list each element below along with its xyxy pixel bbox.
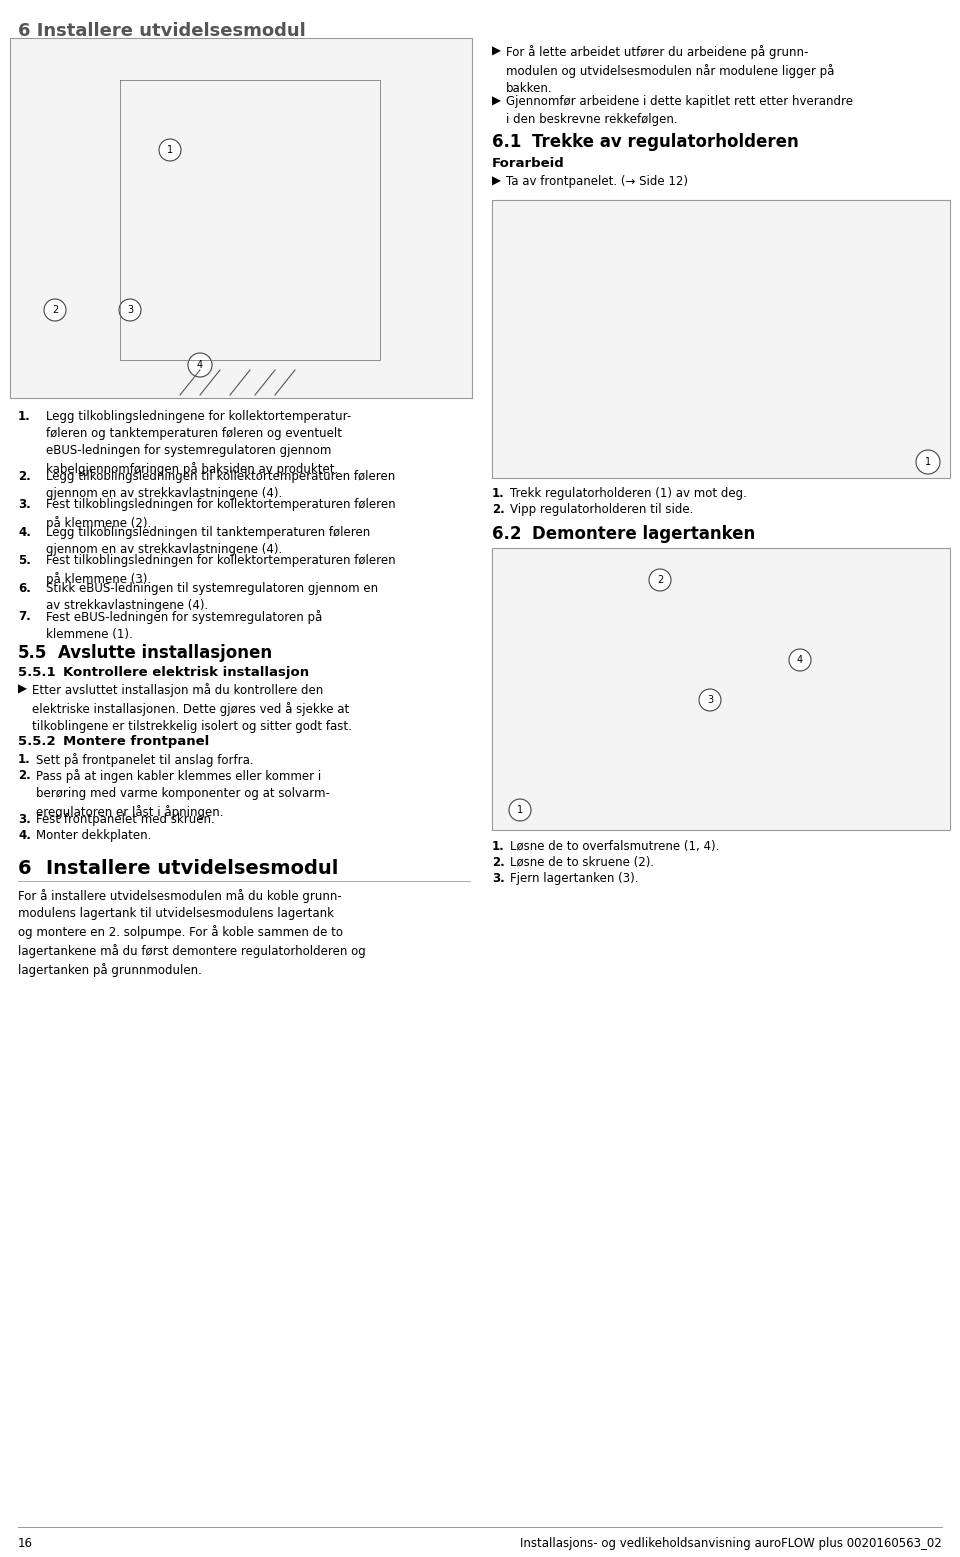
Text: 3: 3 — [127, 305, 133, 315]
Text: 1.: 1. — [492, 839, 505, 853]
Text: Demontere lagertanken: Demontere lagertanken — [532, 525, 756, 543]
Text: 2: 2 — [657, 575, 663, 585]
Text: Ta av frontpanelet. (→ Side 12): Ta av frontpanelet. (→ Side 12) — [506, 174, 688, 188]
Text: Monter dekkplaten.: Monter dekkplaten. — [36, 828, 152, 842]
Text: Installasjons- og vedlikeholdsanvisning auroFLOW plus 0020160563_02: Installasjons- og vedlikeholdsanvisning … — [520, 1537, 942, 1551]
Circle shape — [188, 353, 212, 377]
Text: Etter avsluttet installasjon må du kontrollere den
elektriske installasjonen. De: Etter avsluttet installasjon må du kontr… — [32, 684, 352, 733]
Circle shape — [509, 799, 531, 821]
Text: 6.1: 6.1 — [492, 132, 521, 151]
Text: 1: 1 — [924, 458, 931, 467]
Text: 4.: 4. — [18, 526, 31, 539]
Text: 1.: 1. — [18, 409, 31, 424]
Text: 4.: 4. — [18, 828, 31, 842]
Text: Løsne de to skruene (2).: Løsne de to skruene (2). — [510, 856, 654, 869]
Text: 3.: 3. — [18, 813, 31, 827]
Text: 1: 1 — [516, 805, 523, 814]
Text: For å lette arbeidet utfører du arbeidene på grunn-
modulen og utvidelsesmodulen: For å lette arbeidet utfører du arbeiden… — [506, 45, 834, 95]
Text: ▶: ▶ — [18, 684, 27, 696]
Text: Forarbeid: Forarbeid — [492, 157, 564, 170]
Circle shape — [699, 690, 721, 712]
Text: Legg tilkoblingsledningene for kollektortemperatur-
føleren og tanktemperaturen : Legg tilkoblingsledningene for kollektor… — [46, 409, 351, 476]
Text: 3: 3 — [707, 694, 713, 705]
Text: 1.: 1. — [18, 754, 31, 766]
Text: 5.5.2: 5.5.2 — [18, 735, 56, 747]
Text: Gjennomfør arbeidene i dette kapitlet rett etter hverandre
i den beskrevne rekke: Gjennomfør arbeidene i dette kapitlet re… — [506, 95, 853, 126]
Text: Fest frontpanelet med skruen.: Fest frontpanelet med skruen. — [36, 813, 215, 827]
Text: Fjern lagertanken (3).: Fjern lagertanken (3). — [510, 872, 638, 884]
Text: 5.5: 5.5 — [18, 645, 47, 662]
Bar — [10, 37, 472, 399]
Text: Pass på at ingen kabler klemmes eller kommer i
berøring med varme komponenter og: Pass på at ingen kabler klemmes eller ko… — [36, 769, 330, 819]
Text: 4: 4 — [797, 655, 804, 665]
Text: Løsne de to overfalsmutrene (1, 4).: Løsne de to overfalsmutrene (1, 4). — [510, 839, 719, 853]
Text: Fest tilkoblingsledningen for kollektortemperaturen føleren
på klemmene (3).: Fest tilkoblingsledningen for kollektort… — [46, 554, 396, 585]
Text: 5.5.1: 5.5.1 — [18, 666, 56, 679]
Text: Vipp regulatorholderen til side.: Vipp regulatorholderen til side. — [510, 503, 693, 515]
Circle shape — [916, 450, 940, 473]
Text: Legg tilkoblingsledningen til tanktemperaturen føleren
gjennom en av strekkavlas: Legg tilkoblingsledningen til tanktemper… — [46, 526, 371, 556]
Text: 4: 4 — [197, 360, 204, 371]
Text: Stikk eBUS-ledningen til systemregulatoren gjennom en
av strekkavlastningene (4): Stikk eBUS-ledningen til systemregulator… — [46, 582, 378, 612]
Text: Kontrollere elektrisk installasjon: Kontrollere elektrisk installasjon — [63, 666, 309, 679]
Bar — [492, 548, 950, 830]
Text: 6.2: 6.2 — [492, 525, 521, 543]
Text: 7.: 7. — [18, 610, 31, 623]
Text: ▶: ▶ — [492, 174, 501, 188]
Text: Trekk regulatorholderen (1) av mot deg.: Trekk regulatorholderen (1) av mot deg. — [510, 487, 747, 500]
Circle shape — [789, 649, 811, 671]
Text: 2: 2 — [52, 305, 59, 315]
Text: Montere frontpanel: Montere frontpanel — [63, 735, 209, 747]
Text: 2.: 2. — [492, 856, 505, 869]
Bar — [492, 199, 950, 478]
Text: Legg tilkoblingsledningen til kollektortemperaturen føleren
gjennom en av strekk: Legg tilkoblingsledningen til kollektort… — [46, 470, 396, 500]
Circle shape — [649, 568, 671, 592]
Text: 6.: 6. — [18, 582, 31, 595]
Text: ▶: ▶ — [492, 45, 501, 58]
Text: Fest eBUS-ledningen for systemregulatoren på
klemmene (1).: Fest eBUS-ledningen for systemregulatore… — [46, 610, 323, 641]
Text: Installere utvidelsesmodul: Installere utvidelsesmodul — [46, 859, 338, 878]
Circle shape — [159, 139, 181, 160]
Text: For å installere utvidelsesmodulen må du koble grunn-
modulens lagertank til utv: For å installere utvidelsesmodulen må du… — [18, 889, 366, 978]
Text: 16: 16 — [18, 1537, 33, 1551]
Text: Fest tilkoblingsledningen for kollektortemperaturen føleren
på klemmene (2).: Fest tilkoblingsledningen for kollektort… — [46, 498, 396, 529]
Text: 1.: 1. — [492, 487, 505, 500]
Text: 1: 1 — [167, 145, 173, 156]
Text: 2.: 2. — [492, 503, 505, 515]
Text: Sett på frontpanelet til anslag forfra.: Sett på frontpanelet til anslag forfra. — [36, 754, 253, 768]
Circle shape — [119, 299, 141, 321]
Circle shape — [44, 299, 66, 321]
Text: 3.: 3. — [18, 498, 31, 511]
Text: 6: 6 — [18, 859, 32, 878]
Text: 3.: 3. — [492, 872, 505, 884]
Text: 6 Installere utvidelsesmodul: 6 Installere utvidelsesmodul — [18, 22, 305, 40]
Text: Avslutte installasjonen: Avslutte installasjonen — [58, 645, 272, 662]
Text: Trekke av regulatorholderen: Trekke av regulatorholderen — [532, 132, 799, 151]
Text: 2.: 2. — [18, 470, 31, 483]
Text: 5.: 5. — [18, 554, 31, 567]
Text: 2.: 2. — [18, 769, 31, 782]
Text: ▶: ▶ — [492, 95, 501, 107]
